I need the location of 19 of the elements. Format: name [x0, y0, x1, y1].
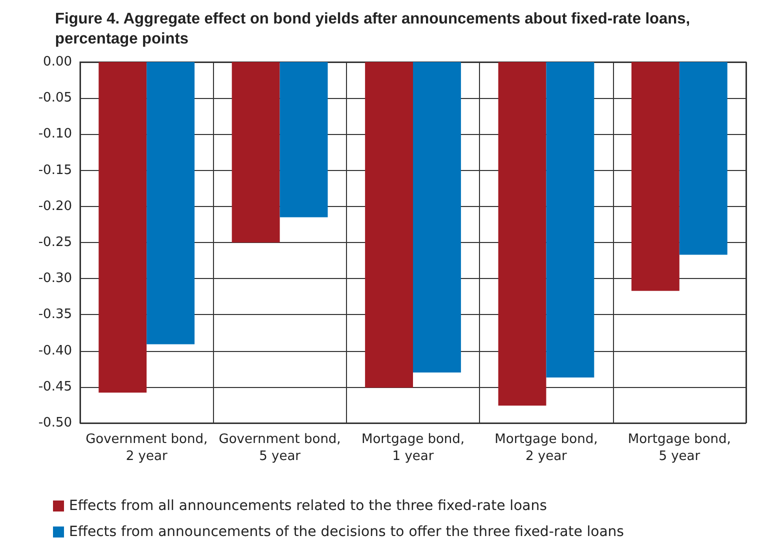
y-tick-label: -0.20: [38, 198, 72, 214]
x-tick-label: Government bond, 2 year: [86, 432, 208, 464]
y-tick-label: -0.10: [38, 126, 72, 142]
legend-label: Effects from all announcements related to the three fixed-rate loans: [69, 498, 547, 514]
y-tick-label: 0.00: [43, 54, 72, 70]
y-tick-label: -0.30: [38, 271, 72, 286]
y-tick-label: -0.15: [38, 162, 72, 178]
y-tick-label: -0.35: [38, 307, 72, 322]
chart-title: Figure 4. Aggregate effect on bond yields after announcements about fixed-rate loans, percentage points: [55, 10, 690, 48]
x-tick-label: Government bond, 5 year: [218, 432, 341, 464]
x-tick-label: Mortgage bond, 5 year: [628, 432, 731, 464]
x-tick-label: Mortgage bond, 1 year: [361, 432, 465, 464]
legend-label: Effects from announcements of the decisions to offer the three fixed-rate loans: [69, 524, 624, 540]
x-tick-label: Mortgage bond, 2 year: [494, 432, 598, 464]
y-tick-label: -0.50: [38, 416, 72, 430]
y-tick-label: -0.05: [38, 90, 72, 106]
y-tick-label: -0.45: [38, 379, 72, 394]
y-tick-label: -0.25: [38, 235, 72, 250]
y-tick-label: -0.40: [38, 343, 72, 358]
